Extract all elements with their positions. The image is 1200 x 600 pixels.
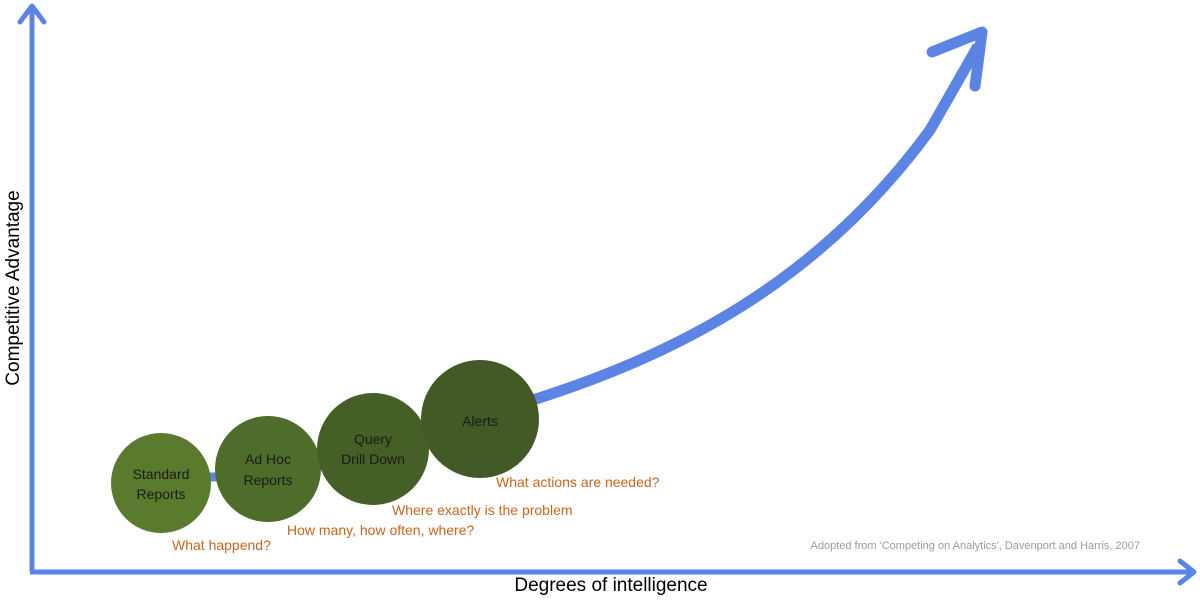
stage-label-line2: Reports <box>136 486 185 502</box>
x-axis <box>30 558 1197 586</box>
x-axis-label: Degrees of intelligence <box>514 575 707 596</box>
y-axis-label: Competitive Advantage <box>3 190 24 385</box>
stage-circle <box>215 416 321 522</box>
stage-label-line2: Reports <box>243 472 292 488</box>
growth-curve-arrow <box>200 26 988 482</box>
stage-circle <box>111 433 211 533</box>
stage-label-line2: Drill Down <box>341 451 405 467</box>
stage-standard-reports: Standard Reports What happend? <box>111 433 271 553</box>
source-credit: Adopted from 'Competing on Analytics', D… <box>811 540 1141 552</box>
stage-query-drill-down: Query Drill Down Where exactly is the pr… <box>317 393 573 518</box>
stage-question: What happend? <box>172 537 271 553</box>
growth-curve <box>518 43 983 410</box>
stage-question: Where exactly is the problem <box>392 502 573 518</box>
growth-arrowhead <box>926 26 988 92</box>
stage-question: How many, how often, where? <box>287 522 474 538</box>
y-axis <box>17 3 47 572</box>
stage-question: What actions are needed? <box>496 474 660 490</box>
stage-label-line1: Standard <box>133 466 190 482</box>
stage-circle <box>421 360 539 478</box>
stage-circle <box>317 393 429 505</box>
stage-label-line1: Query <box>354 431 392 447</box>
y-axis-arrowhead <box>17 3 47 25</box>
stage-alerts: Alerts What actions are needed? <box>421 360 660 490</box>
stage-label-line1: Alerts <box>462 413 498 429</box>
stage-ad-hoc-reports: Ad Hoc Reports How many, how often, wher… <box>215 416 474 538</box>
x-axis-arrowhead <box>1177 558 1197 586</box>
stage-label-line1: Ad Hoc <box>245 451 291 467</box>
